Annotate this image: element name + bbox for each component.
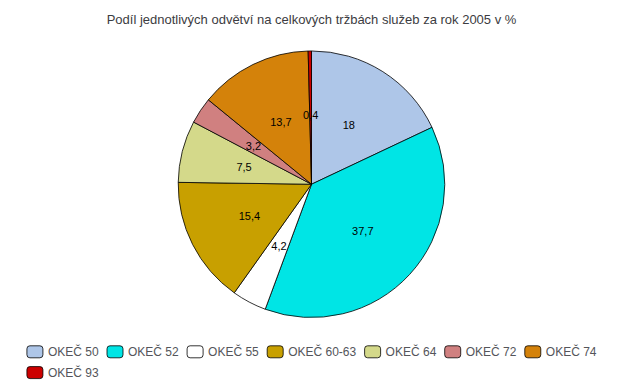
svg-text:OKEČ 64: OKEČ 64 (386, 344, 437, 359)
svg-text:15,4: 15,4 (239, 210, 260, 222)
svg-text:OKEČ 93: OKEČ 93 (48, 365, 99, 380)
svg-text:OKEČ 74: OKEČ 74 (546, 344, 597, 359)
svg-text:OKEČ 55: OKEČ 55 (208, 344, 259, 359)
svg-text:OKEČ 50: OKEČ 50 (48, 344, 99, 359)
svg-text:4,2: 4,2 (271, 240, 286, 252)
svg-text:7,5: 7,5 (236, 161, 251, 173)
svg-text:18: 18 (343, 119, 355, 131)
svg-text:Podíl jednotlivých odvětví na: Podíl jednotlivých odvětví na celkových … (107, 12, 517, 27)
svg-text:OKEČ 52: OKEČ 52 (128, 344, 179, 359)
svg-text:13,7: 13,7 (270, 116, 291, 128)
svg-text:OKEČ 60-63: OKEČ 60-63 (288, 344, 356, 359)
svg-text:0,4: 0,4 (303, 109, 318, 121)
svg-text:OKEČ 72: OKEČ 72 (466, 344, 517, 359)
svg-text:37,7: 37,7 (352, 225, 373, 237)
svg-text:3,2: 3,2 (246, 140, 261, 152)
